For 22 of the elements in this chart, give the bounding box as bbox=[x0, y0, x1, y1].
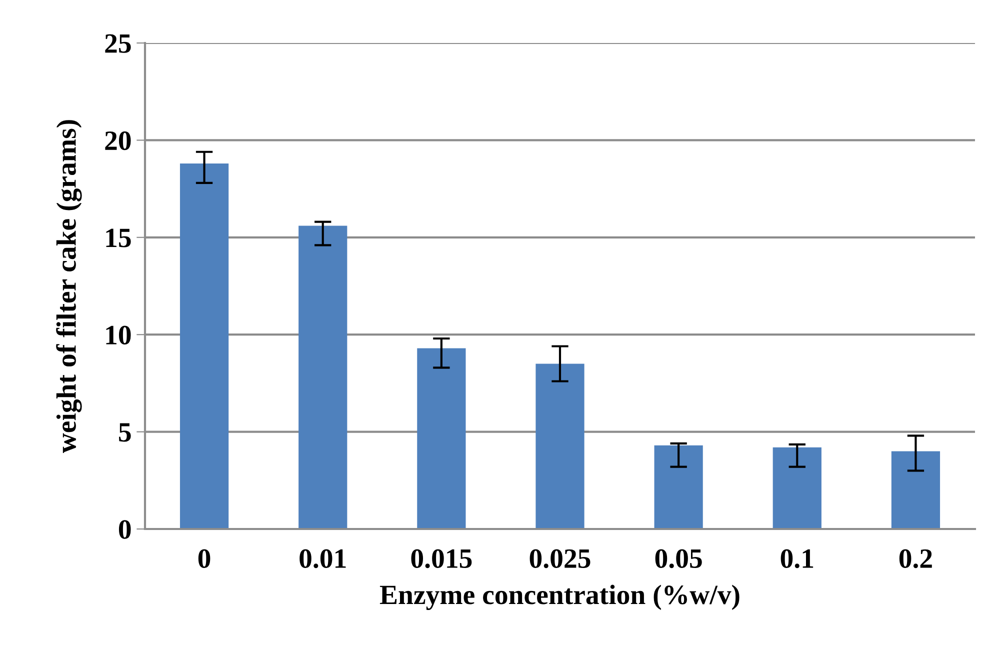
y-tick-label: 10 bbox=[106, 326, 131, 345]
x-tick-label: 0.1 bbox=[780, 549, 814, 568]
x-tick-label: 0 bbox=[198, 549, 210, 568]
bar bbox=[180, 164, 229, 529]
x-tick-label: 0.01 bbox=[300, 549, 346, 568]
bar bbox=[417, 348, 466, 529]
bar bbox=[772, 447, 822, 529]
bar bbox=[536, 364, 584, 529]
y-tick-label: 25 bbox=[105, 34, 131, 53]
y-axis-title: weight of filter cake (grams) bbox=[56, 120, 82, 454]
y-tick-label: 15 bbox=[106, 228, 131, 248]
y-tick-label: 5 bbox=[119, 423, 131, 442]
y-tick-label: 20 bbox=[105, 131, 131, 150]
x-axis-title: Enzyme concentration (%w/v) bbox=[380, 584, 740, 610]
x-tick-label: 0.015 bbox=[411, 549, 472, 568]
bar bbox=[654, 445, 703, 529]
x-tick-label: 0.025 bbox=[530, 549, 590, 568]
y-tick-label: 0 bbox=[118, 520, 131, 539]
x-tick-label: 0.05 bbox=[655, 549, 702, 568]
bar bbox=[298, 226, 348, 529]
bar bbox=[891, 451, 940, 529]
x-tick-label: 0.2 bbox=[899, 549, 932, 568]
